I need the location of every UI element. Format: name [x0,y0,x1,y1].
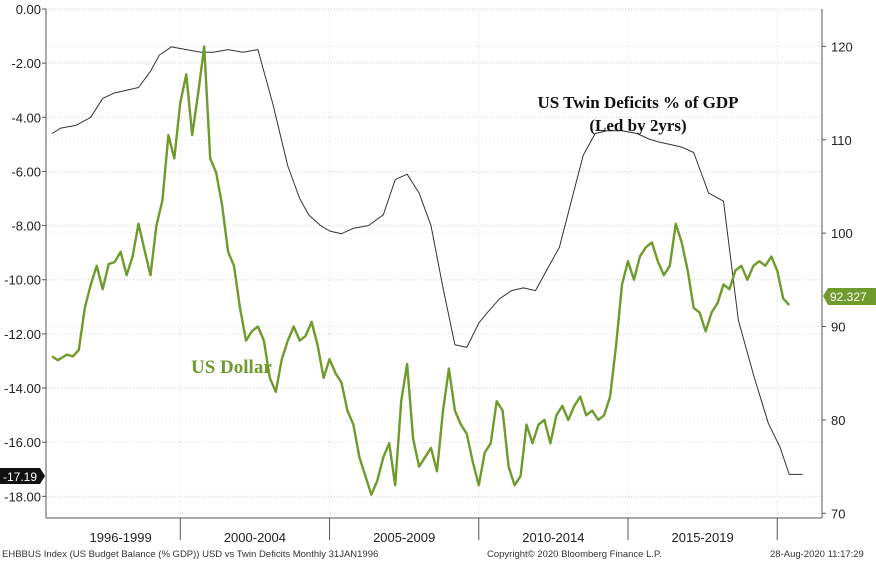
left-tick-label: -16.00 [4,435,41,450]
left-tick-label: -18.00 [4,489,41,504]
right-tick-label: 90 [831,320,845,335]
footer-copyright: Copyright© 2020 Bloomberg Finance L.P. [487,549,662,560]
last-right-value-badge: 92.327 [823,288,876,305]
last-right-value-badge-shape [823,288,876,305]
left-tick-label: -4.00 [11,110,41,125]
x-category-label: 1996-1999 [90,530,152,545]
annotation-subtitle: (Led by 2yrs) [589,116,686,135]
right-tick-label: 80 [831,413,845,428]
axes [42,8,826,540]
right-tick-label: 110 [831,133,852,148]
us-dollar-line [51,45,791,496]
left-tick-label: -2.00 [11,56,41,71]
us-dollar-label: US Dollar [191,357,272,378]
right-tick-label: 70 [831,506,845,521]
x-category-label: 2010-2014 [522,530,584,545]
left-tick-label: 0.00 [16,2,41,17]
series-lines [51,45,803,496]
x-category-label: 2015-2019 [672,530,734,545]
x-category-label: 2000-2004 [224,530,286,545]
tick-labels: 0.00 -2.00 -4.00 -6.00 -8.00 -10.00 -12.00 -14.… [4,2,853,545]
left-tick-label: -12.00 [4,327,41,342]
footer-source: EHBBUS Index (US Budget Balance (% GDP))… [2,549,379,560]
last-left-value: -17.19 [3,470,37,484]
last-left-value-badge: -17.19 [0,468,45,484]
last-left-value-badge-shape [0,468,45,484]
footer-timestamp: 28-Aug-2020 11:17:29 [770,549,864,560]
left-tick-label: -6.00 [11,164,41,179]
annotation-title: US Twin Deficits % of GDP [537,93,738,112]
left-tick-label: -8.00 [11,219,41,234]
last-right-value: 92.327 [830,290,867,304]
twin-deficits-line [51,46,803,475]
right-tick-label: 100 [831,226,853,241]
left-tick-label: -14.00 [4,381,41,396]
grid-lines [46,8,822,518]
x-category-label: 2005-2009 [373,530,435,545]
left-tick-label: -10.00 [4,273,41,288]
right-tick-label: 120 [831,39,853,54]
